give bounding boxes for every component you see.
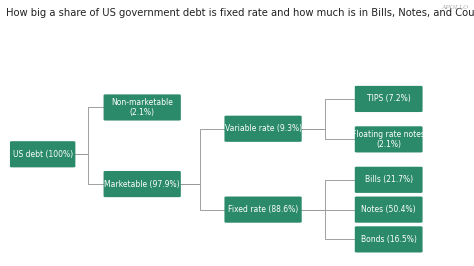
Text: Fixed rate (88.6%): Fixed rate (88.6%): [228, 205, 298, 214]
FancyBboxPatch shape: [225, 116, 301, 142]
Text: Notes (50.4%): Notes (50.4%): [361, 205, 416, 214]
Text: Bills (21.7%): Bills (21.7%): [365, 175, 413, 184]
FancyBboxPatch shape: [355, 226, 422, 252]
FancyBboxPatch shape: [225, 197, 301, 223]
Text: APOLLO: APOLLO: [441, 5, 468, 10]
FancyBboxPatch shape: [103, 94, 181, 120]
Text: US debt (100%): US debt (100%): [13, 150, 73, 159]
Text: TIPS (7.2%): TIPS (7.2%): [367, 94, 410, 103]
Text: Floating rate notes
(2.1%): Floating rate notes (2.1%): [352, 130, 425, 149]
FancyBboxPatch shape: [355, 197, 422, 223]
FancyBboxPatch shape: [355, 126, 422, 152]
Text: Marketable (97.9%): Marketable (97.9%): [104, 180, 180, 189]
Text: Non-marketable
(2.1%): Non-marketable (2.1%): [111, 98, 173, 117]
Text: Variable rate (9.3%): Variable rate (9.3%): [225, 124, 301, 133]
Text: How big a share of US government debt is fixed rate and how much is in Bills, No: How big a share of US government debt is…: [6, 8, 474, 18]
FancyBboxPatch shape: [103, 171, 181, 197]
FancyBboxPatch shape: [355, 86, 422, 112]
FancyBboxPatch shape: [10, 141, 75, 167]
FancyBboxPatch shape: [355, 167, 422, 193]
Text: Bonds (16.5%): Bonds (16.5%): [361, 235, 417, 244]
